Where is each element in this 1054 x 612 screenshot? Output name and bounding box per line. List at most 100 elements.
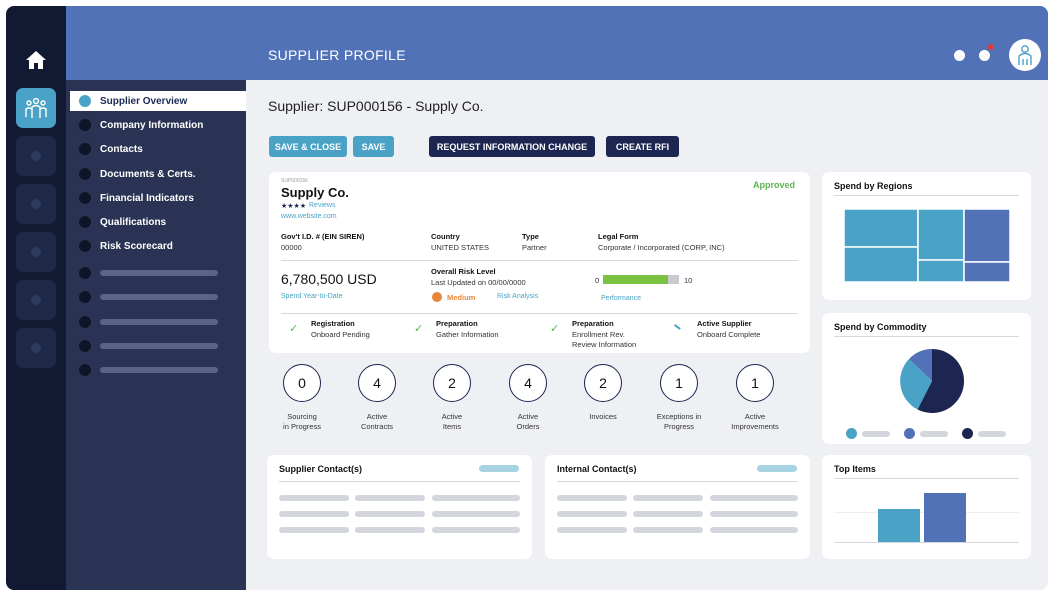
supplier-name: Supply Co. bbox=[281, 185, 349, 200]
save-close-button[interactable]: SAVE & CLOSE bbox=[269, 136, 347, 157]
metric-label: Active Contracts bbox=[342, 412, 412, 432]
risk-level-title: Overall Risk Level bbox=[431, 267, 496, 276]
reviews-link[interactable]: Reviews bbox=[309, 202, 336, 209]
sidebar-item-label: Company Information bbox=[100, 119, 204, 131]
notification-icon[interactable] bbox=[954, 50, 965, 61]
placeholder-bar bbox=[100, 319, 218, 325]
bullet-icon bbox=[79, 168, 91, 180]
sidebar-item-label: Documents & Certs. bbox=[100, 168, 196, 180]
sidebar-item-documents[interactable]: Documents & Certs. bbox=[66, 164, 246, 184]
regions-treemap[interactable] bbox=[844, 209, 1012, 287]
page-header-title: SUPPLIER PROFILE bbox=[268, 47, 406, 63]
metric-invoices-circle[interactable]: 2 bbox=[584, 364, 622, 402]
top-bar: SUPPLIER PROFILE bbox=[66, 6, 1048, 80]
sidebar-item-qualifications[interactable]: Qualifications bbox=[66, 212, 246, 232]
sidebar-item-contacts[interactable]: Contacts bbox=[66, 139, 246, 159]
sidebar-item-placeholder[interactable] bbox=[66, 263, 246, 283]
metric-label-line: Invoices bbox=[589, 412, 617, 421]
nav-icon[interactable] bbox=[16, 280, 56, 320]
placeholder-bar bbox=[100, 343, 218, 349]
home-icon[interactable] bbox=[16, 40, 56, 80]
nav-icon[interactable] bbox=[16, 328, 56, 368]
create-rfi-button[interactable]: CREATE RFI bbox=[606, 136, 679, 157]
performance-link[interactable]: Performance bbox=[601, 295, 642, 302]
nav-dot-icon bbox=[31, 343, 41, 353]
website-link[interactable]: www.website.com bbox=[281, 213, 337, 220]
rating-stars: ★★★★ bbox=[281, 203, 307, 210]
spend-label-link[interactable]: Spend Year-to-Date bbox=[281, 293, 343, 300]
metric-exceptions-circle[interactable]: 1 bbox=[660, 364, 698, 402]
placeholder-bar bbox=[100, 294, 218, 300]
sidebar-item-financial-indicators[interactable]: Financial Indicators bbox=[66, 188, 246, 208]
metric-label-line: in Progress bbox=[283, 422, 321, 431]
placeholder-bar bbox=[279, 511, 349, 517]
nav-icon[interactable] bbox=[16, 136, 56, 176]
performance-bar-track bbox=[603, 275, 679, 284]
divider bbox=[834, 336, 1019, 337]
user-avatar-icon[interactable] bbox=[1009, 39, 1041, 71]
sidebar-item-company-information[interactable]: Company Information bbox=[66, 115, 246, 135]
placeholder-bar bbox=[355, 511, 425, 517]
bullet-icon bbox=[79, 364, 91, 376]
supplier-contacts-card: Supplier Contact(s) bbox=[267, 455, 532, 559]
placeholder-bar bbox=[633, 511, 703, 517]
metric-label-line: Active bbox=[744, 412, 766, 421]
top-items-title: Top Items bbox=[834, 464, 876, 474]
metric-improvements-circle[interactable]: 1 bbox=[736, 364, 774, 402]
country-label: Country bbox=[431, 232, 460, 241]
country-value: UNITED STATES bbox=[431, 243, 490, 252]
sidebar-item-label: Risk Scorecard bbox=[100, 240, 173, 252]
step-enrollment-title: Preparation bbox=[572, 319, 614, 328]
top-items-bar[interactable] bbox=[878, 509, 920, 542]
sidebar-item-placeholder[interactable] bbox=[66, 336, 246, 356]
sidebar-item-placeholder[interactable] bbox=[66, 360, 246, 380]
nav-icon[interactable] bbox=[16, 184, 56, 224]
request-change-button[interactable]: REQUEST INFORMATION CHANGE bbox=[429, 136, 595, 157]
chart-baseline bbox=[834, 542, 1019, 543]
suppliers-icon[interactable] bbox=[16, 88, 56, 128]
spend-by-regions-title: Spend by Regions bbox=[834, 181, 913, 191]
step-preparation-sub: Gather Information bbox=[436, 330, 499, 339]
risk-analysis-link[interactable]: Risk Analysis bbox=[497, 293, 539, 300]
divider bbox=[281, 260, 798, 261]
placeholder-bar bbox=[920, 431, 948, 437]
nav-dot-icon bbox=[31, 247, 41, 257]
alerts-icon[interactable] bbox=[979, 50, 990, 61]
internal-contacts-card: Internal Contact(s) bbox=[545, 455, 810, 559]
sidebar-item-placeholder[interactable] bbox=[66, 287, 246, 307]
type-value: Partner bbox=[522, 243, 547, 252]
check-icon: ✓ bbox=[414, 323, 424, 335]
bullet-icon bbox=[79, 216, 91, 228]
metric-label: Active Orders bbox=[493, 412, 563, 432]
save-button[interactable]: SAVE bbox=[353, 136, 394, 157]
sidebar-item-risk-scorecard[interactable]: Risk Scorecard bbox=[66, 236, 246, 256]
metric-items-circle[interactable]: 2 bbox=[433, 364, 471, 402]
divider bbox=[834, 195, 1019, 196]
status-badge: Approved bbox=[753, 180, 796, 190]
step-active-title: Active Supplier bbox=[697, 319, 752, 328]
nav-icon[interactable] bbox=[16, 232, 56, 272]
top-items-bar[interactable] bbox=[924, 493, 966, 542]
metric-orders-circle[interactable]: 4 bbox=[509, 364, 547, 402]
metric-label: Active Items bbox=[417, 412, 487, 432]
metric-contracts-circle[interactable]: 4 bbox=[358, 364, 396, 402]
sidebar-item-supplier-overview[interactable]: Supplier Overview bbox=[70, 91, 246, 111]
check-icon: ✓ bbox=[289, 323, 299, 335]
metric-label-line: Progress bbox=[663, 422, 694, 431]
spend-by-commodity-card: Spend by Commodity bbox=[822, 313, 1031, 444]
metric-sourcing-circle[interactable]: 0 bbox=[283, 364, 321, 402]
metric-label-line: Sourcing bbox=[287, 412, 317, 421]
legend-dot-icon bbox=[904, 428, 915, 439]
top-items-card: Top Items bbox=[822, 455, 1031, 559]
commodity-pie[interactable] bbox=[896, 345, 968, 417]
placeholder-bar bbox=[100, 270, 218, 276]
bullet-icon bbox=[79, 95, 91, 107]
sidebar-item-placeholder[interactable] bbox=[66, 312, 246, 332]
step-preparation-title: Preparation bbox=[436, 319, 478, 328]
icon-rail bbox=[6, 6, 66, 590]
placeholder-bar bbox=[279, 527, 349, 533]
sidebar-item-label: Qualifications bbox=[100, 216, 167, 228]
metric-label: Active Improvements bbox=[720, 412, 790, 432]
risk-level-value: Medium bbox=[447, 293, 476, 302]
bullet-icon bbox=[79, 340, 91, 352]
